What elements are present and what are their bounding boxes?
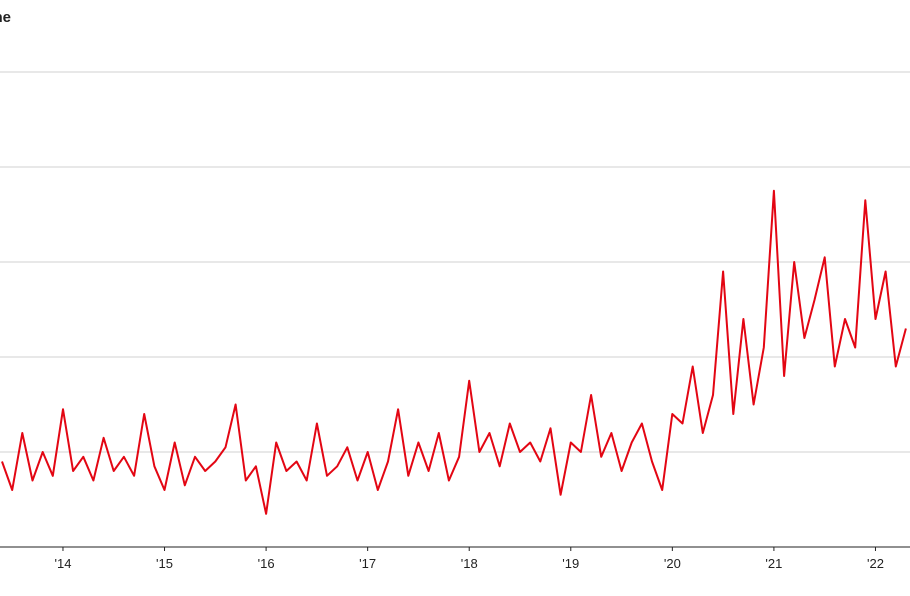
x-tick-label: '22	[867, 556, 884, 571]
x-tick-label: '18	[461, 556, 478, 571]
x-tick-label: '19	[562, 556, 579, 571]
x-tick-label: '21	[765, 556, 782, 571]
x-tick-label: '20	[664, 556, 681, 571]
x-tick-label: '16	[258, 556, 275, 571]
line-series	[1, 189, 907, 515]
x-tick-label: '15	[156, 556, 173, 571]
x-tick-label: '17	[359, 556, 376, 571]
x-tick-label: '14	[54, 556, 71, 571]
chart-title: ne	[0, 9, 11, 26]
